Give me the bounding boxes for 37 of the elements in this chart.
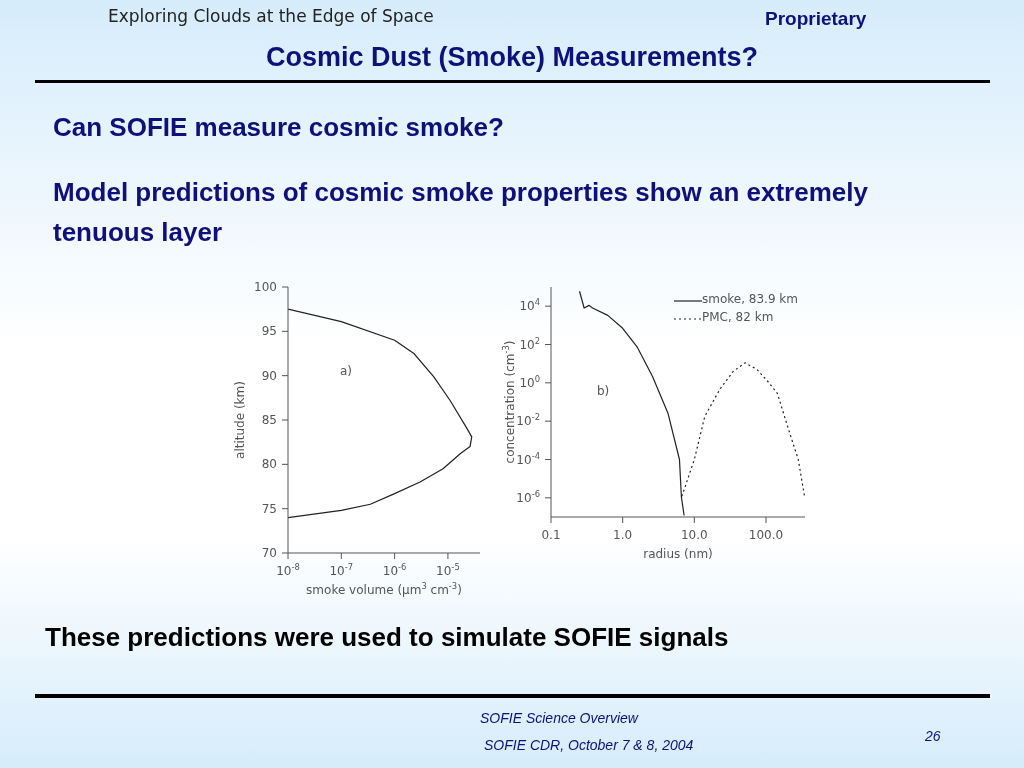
y-tick-label: 70 (261, 546, 277, 560)
x-tick-label: 10.0 (680, 528, 708, 542)
text: Proprietary (765, 8, 867, 30)
x-tick-label: 10$^{-6}$ (382, 562, 407, 578)
x-axis-title: smoke volume (μm$^{3}$ cm$^{-3}$) (306, 581, 462, 597)
x-axis-title: radius (nm) (643, 547, 713, 561)
y-tick-label: 10$^{0}$ (519, 373, 540, 390)
legend-label: smoke, 83.9 km (702, 292, 798, 306)
annotation: a) (340, 364, 353, 378)
text: Model predictions of cosmic smoke properties show an extremely tenuous layer (53, 176, 869, 249)
y-tick-label: 80 (261, 457, 277, 472)
y-tick-label: 10$^{-6}$ (516, 488, 540, 505)
y-tick-label: 10$^{2}$ (519, 335, 540, 352)
y-tick-label: 95 (261, 324, 277, 339)
legend-label: PMC, 82 km (702, 310, 774, 324)
x-tick-label: 10$^{-8}$ (276, 562, 300, 578)
text: Can SOFIE measure cosmic smoke? (53, 112, 504, 143)
annotation: b) (597, 384, 610, 398)
x-tick-label: 0.1 (541, 528, 561, 542)
y-tick-label: 10$^{4}$ (519, 297, 540, 314)
x-tick-label: 10$^{-7}$ (329, 562, 354, 578)
x-tick-label: 1.0 (613, 528, 633, 542)
y-tick-label: 75 (261, 501, 277, 516)
y-tick-label: 10$^{-2}$ (516, 412, 540, 429)
x-tick-label: 100.0 (748, 528, 784, 542)
y-tick-label: 90 (261, 368, 277, 383)
x-tick-label: 10$^{-5}$ (436, 562, 460, 578)
y-tick-label: 10$^{-4}$ (516, 450, 540, 467)
text: SOFIE Science Overview (480, 710, 638, 726)
y-tick-label: 85 (261, 413, 277, 427)
text: Exploring Clouds at the Edge of Space (108, 6, 434, 26)
y-axis-title: altitude (km) (233, 381, 247, 459)
text: SOFIE CDR, October 7 & 8, 2004 (484, 737, 694, 753)
text: 26 (925, 728, 941, 744)
y-tick-label: 100 (254, 280, 277, 294)
text: These predictions were used to simulate SOFIE signals (45, 622, 729, 653)
chart-title: Cosmic Dust (Smoke) Measurements? (264, 42, 760, 73)
